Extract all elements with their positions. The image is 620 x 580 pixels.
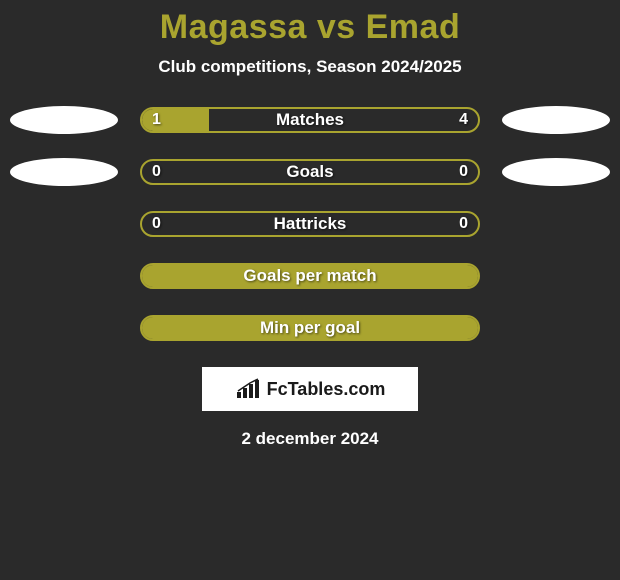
page-title: Magassa vs Emad <box>0 8 620 47</box>
comparison-widget: Magassa vs Emad Club competitions, Seaso… <box>0 0 620 449</box>
stat-bar: Goals per match <box>140 263 480 289</box>
stat-label: Min per goal <box>142 317 478 339</box>
player-right-marker <box>502 106 610 134</box>
stat-row: 14Matches <box>0 107 620 133</box>
stat-label: Goals <box>142 161 478 183</box>
stat-bar: 14Matches <box>140 107 480 133</box>
stat-row: Min per goal <box>0 315 620 341</box>
stat-label: Goals per match <box>142 265 478 287</box>
stat-label: Hattricks <box>142 213 478 235</box>
player-left-marker <box>10 158 118 186</box>
stat-bar: Min per goal <box>140 315 480 341</box>
stat-bar: 00Goals <box>140 159 480 185</box>
stat-label: Matches <box>142 109 478 131</box>
stat-row: 00Goals <box>0 159 620 185</box>
attribution-logo[interactable]: FcTables.com <box>202 367 418 411</box>
bars-icon <box>235 378 263 400</box>
stat-bar: 00Hattricks <box>140 211 480 237</box>
stat-rows: 14Matches 00Goals 00Hattricks Goals per mat… <box>0 107 620 341</box>
date-label: 2 december 2024 <box>0 429 620 449</box>
stat-row: 00Hattricks <box>0 211 620 237</box>
logo-inner: FcTables.com <box>235 378 386 400</box>
page-subtitle: Club competitions, Season 2024/2025 <box>0 57 620 77</box>
stat-row: Goals per match <box>0 263 620 289</box>
player-right-marker <box>502 158 610 186</box>
player-left-marker <box>10 106 118 134</box>
logo-text: FcTables.com <box>267 379 386 400</box>
